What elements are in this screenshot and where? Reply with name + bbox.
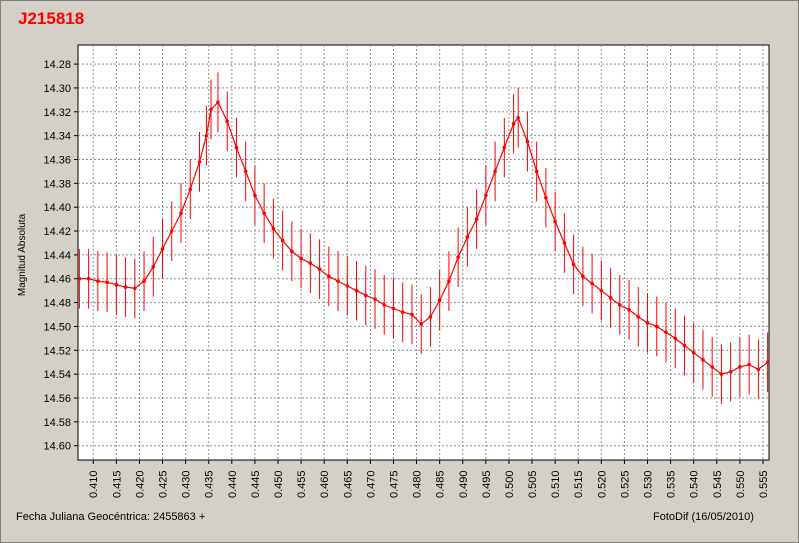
x-tick-label: 0.540 bbox=[689, 470, 701, 498]
x-tick-label: 0.515 bbox=[573, 470, 585, 498]
x-tick-label: 0.475 bbox=[388, 470, 400, 498]
x-tick-label: 0.480 bbox=[412, 470, 424, 498]
y-tick-label: 14.40 bbox=[43, 202, 71, 214]
x-tick-label: 0.460 bbox=[319, 470, 331, 498]
grid-lines bbox=[78, 45, 769, 460]
y-axis-ticks: 14.28 14.30 14.32 14.34 14.36 14.38 14.40 14.42… bbox=[43, 59, 78, 453]
x-tick-label: 0.450 bbox=[273, 470, 285, 498]
x-tick-label: 0.485 bbox=[435, 470, 447, 498]
y-tick-label: 14.60 bbox=[43, 441, 71, 453]
x-tick-label: 0.510 bbox=[550, 470, 562, 498]
y-tick-label: 14.36 bbox=[43, 154, 71, 166]
y-tick-label: 14.46 bbox=[43, 274, 71, 286]
chart-title: J215818 bbox=[18, 9, 85, 28]
series-line bbox=[79, 101, 768, 375]
x-tick-label: 0.430 bbox=[181, 470, 193, 498]
y-tick-label: 14.58 bbox=[43, 417, 71, 429]
data-point bbox=[77, 276, 82, 281]
x-tick-label: 0.425 bbox=[158, 470, 170, 498]
credit-text: FotoDif (16/05/2010) bbox=[653, 511, 754, 523]
y-tick-label: 14.28 bbox=[43, 59, 71, 71]
y-tick-label: 14.54 bbox=[43, 369, 71, 381]
x-tick-label: 0.530 bbox=[643, 470, 655, 498]
y-tick-label: 14.48 bbox=[43, 298, 71, 310]
y-axis-label: Magnitud Absoluta bbox=[17, 213, 28, 296]
data-points bbox=[77, 100, 770, 376]
x-tick-label: 0.490 bbox=[458, 470, 470, 498]
x-tick-label: 0.420 bbox=[134, 470, 146, 498]
x-tick-label: 0.410 bbox=[88, 470, 100, 498]
y-tick-label: 14.52 bbox=[43, 345, 71, 357]
x-tick-label: 0.495 bbox=[481, 470, 493, 498]
x-tick-label: 0.550 bbox=[735, 470, 747, 498]
x-tick-label: 0.465 bbox=[342, 470, 354, 498]
y-tick-label: 14.44 bbox=[43, 250, 71, 262]
x-tick-label: 0.545 bbox=[712, 470, 724, 498]
y-tick-label: 14.32 bbox=[43, 107, 71, 119]
plot-area bbox=[77, 44, 770, 461]
x-axis-ticks: 0.410 0.415 0.420 0.425 0.430 0.435 0.440 0.445… bbox=[88, 460, 770, 498]
x-tick-label: 0.470 bbox=[365, 470, 377, 498]
x-tick-label: 0.555 bbox=[758, 470, 770, 498]
x-tick-label: 0.435 bbox=[204, 470, 216, 498]
x-axis-caption: Fecha Juliana Geocéntrica: 2455863 + bbox=[16, 511, 206, 523]
x-tick-label: 0.500 bbox=[504, 470, 516, 498]
x-tick-label: 0.415 bbox=[111, 470, 123, 498]
y-tick-label: 14.38 bbox=[43, 178, 71, 190]
x-tick-label: 0.520 bbox=[596, 470, 608, 498]
x-tick-label: 0.535 bbox=[666, 470, 678, 498]
x-tick-label: 0.525 bbox=[619, 470, 631, 498]
x-tick-label: 0.440 bbox=[227, 470, 239, 498]
y-tick-label: 14.30 bbox=[43, 83, 71, 95]
x-tick-label: 0.445 bbox=[250, 470, 262, 498]
y-tick-label: 14.50 bbox=[43, 321, 71, 333]
y-tick-label: 14.34 bbox=[43, 131, 71, 143]
x-tick-label: 0.455 bbox=[296, 470, 308, 498]
x-tick-label: 0.505 bbox=[527, 470, 539, 498]
y-tick-label: 14.56 bbox=[43, 393, 71, 405]
y-tick-label: 14.42 bbox=[43, 226, 71, 238]
